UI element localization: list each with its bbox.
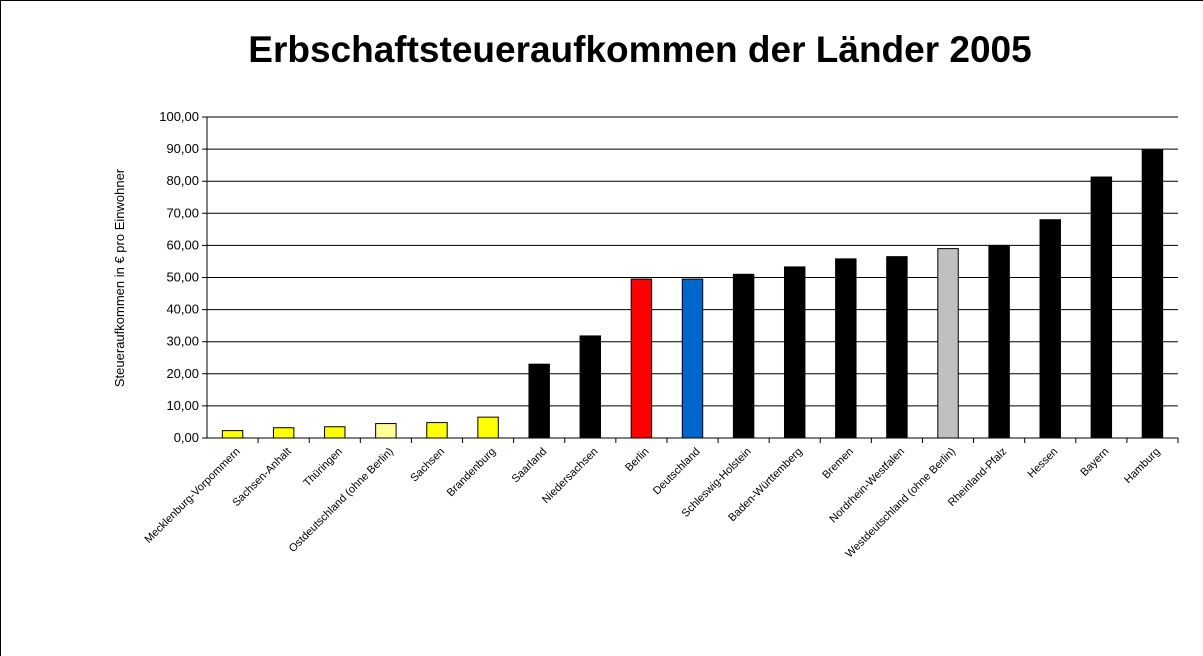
chart-title: Erbschaftsteueraufkommen der Länder 2005	[248, 29, 1031, 70]
bar	[426, 422, 448, 439]
y-tick-label: 30,00	[166, 334, 199, 349]
y-tick-label: 10,00	[166, 398, 199, 413]
y-axis-label: Steueraufkommen in € pro Einwohner	[112, 168, 127, 387]
bar	[630, 278, 653, 439]
bar	[1141, 149, 1164, 439]
y-tick-label: 70,00	[166, 205, 199, 220]
bar	[324, 426, 346, 439]
y-tick-label: 60,00	[166, 237, 199, 252]
y-tick-label: 90,00	[166, 141, 199, 156]
bar	[988, 244, 1010, 439]
bar	[1039, 219, 1061, 439]
bar	[732, 273, 755, 439]
bar	[835, 258, 857, 439]
bar	[272, 427, 295, 439]
y-tick-label: 100,00	[159, 109, 199, 124]
y-tick-label: 0,00	[174, 430, 199, 445]
bar	[528, 363, 550, 439]
bar	[579, 335, 602, 439]
bar	[937, 248, 959, 439]
bar	[681, 278, 704, 439]
bar	[1090, 176, 1113, 439]
bar	[783, 266, 806, 439]
bar	[886, 256, 908, 439]
bar	[477, 416, 499, 439]
y-tick-label: 40,00	[166, 302, 199, 317]
y-tick-label: 50,00	[166, 270, 199, 285]
bar	[375, 423, 397, 439]
bar	[221, 430, 244, 439]
y-tick-label: 20,00	[166, 366, 199, 381]
y-tick-label: 80,00	[166, 173, 199, 188]
